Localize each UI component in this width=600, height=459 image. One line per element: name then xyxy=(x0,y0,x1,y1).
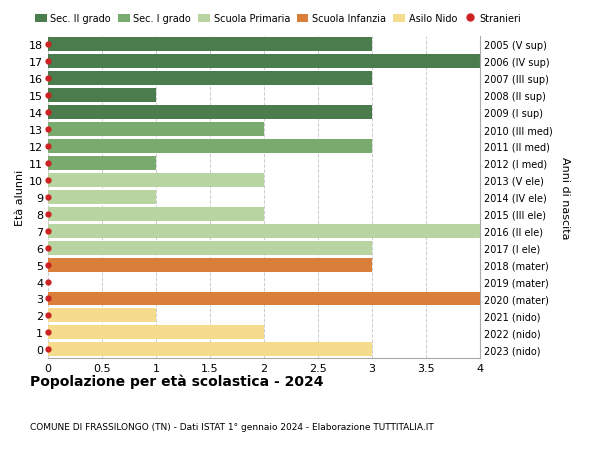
Bar xyxy=(48,140,372,154)
Bar xyxy=(48,38,372,52)
Bar xyxy=(48,89,156,103)
Text: Popolazione per età scolastica - 2024: Popolazione per età scolastica - 2024 xyxy=(30,374,323,389)
Bar xyxy=(48,106,372,120)
Y-axis label: Età alunni: Età alunni xyxy=(15,169,25,225)
Bar xyxy=(48,258,372,272)
Bar xyxy=(48,309,156,323)
Bar xyxy=(48,224,480,238)
Bar xyxy=(48,292,480,306)
Bar xyxy=(48,342,372,357)
Y-axis label: Anni di nascita: Anni di nascita xyxy=(560,156,569,239)
Legend: Sec. II grado, Sec. I grado, Scuola Primaria, Scuola Infanzia, Asilo Nido, Stran: Sec. II grado, Sec. I grado, Scuola Prim… xyxy=(35,14,521,24)
Text: COMUNE DI FRASSILONGO (TN) - Dati ISTAT 1° gennaio 2024 - Elaborazione TUTTITALI: COMUNE DI FRASSILONGO (TN) - Dati ISTAT … xyxy=(30,422,434,431)
Bar xyxy=(48,207,264,221)
Bar xyxy=(48,326,264,340)
Bar xyxy=(48,174,264,187)
Bar xyxy=(48,72,372,86)
Bar xyxy=(48,190,156,204)
Bar xyxy=(48,55,480,69)
Bar xyxy=(48,157,156,170)
Bar xyxy=(48,123,264,137)
Bar xyxy=(48,241,372,255)
